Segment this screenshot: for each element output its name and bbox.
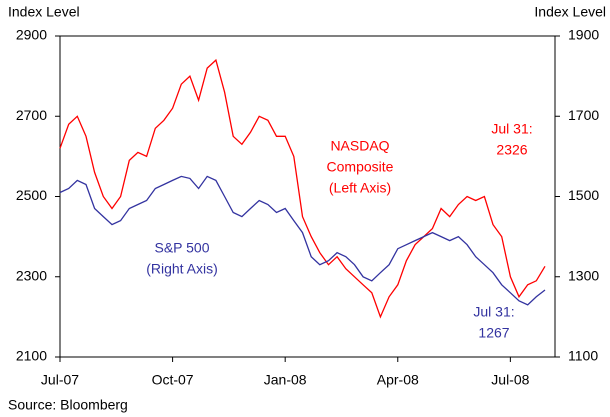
series-line — [59, 175, 546, 306]
series-line — [59, 58, 546, 319]
x-tick-label: Jul-08 — [491, 372, 529, 388]
y-tick-label: 2700 — [16, 107, 47, 123]
y2-tick-label: 1100 — [568, 348, 598, 364]
y-tick-label: 2100 — [16, 348, 47, 364]
x-tick-label: Jul-07 — [41, 372, 79, 388]
y-tick-label: 2900 — [16, 27, 47, 43]
series-annotation: S&P 500 — [154, 240, 209, 256]
y2-axis-label: Index Level — [534, 4, 606, 20]
y2-tick-label: 1700 — [568, 107, 599, 123]
y2-tick-label: 1500 — [568, 187, 599, 203]
y2-tick-label: 1300 — [568, 267, 599, 283]
end-annotation: 1267 — [478, 325, 509, 341]
y-axis-label: Index Level — [8, 4, 80, 20]
y-tick-label: 2300 — [16, 267, 47, 283]
x-tick-label: Oct-07 — [152, 372, 194, 388]
x-tick-label: Apr-08 — [377, 372, 419, 388]
series-annotation: (Right Axis) — [146, 261, 218, 277]
series-annotation: Composite — [327, 159, 394, 175]
y2-tick-label: 1900 — [568, 27, 599, 43]
source: Source: Bloomberg — [8, 397, 128, 413]
end-annotation: Jul 31: — [491, 121, 532, 137]
x-tick-label: Jan-08 — [264, 372, 307, 388]
y-tick-label: 2500 — [16, 187, 47, 203]
series-annotation: (Left Axis) — [329, 180, 391, 196]
end-annotation: 2326 — [496, 142, 527, 158]
end-annotation: Jul 31: — [473, 304, 514, 320]
series-annotation: NASDAQ — [330, 138, 389, 154]
